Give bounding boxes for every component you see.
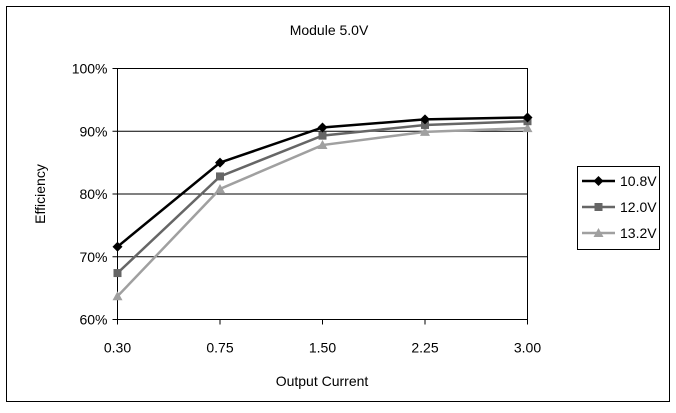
x-axis-ticks: 0.30 0.75 1.50 2.25 3.00 xyxy=(104,319,541,356)
data-point xyxy=(522,112,533,123)
y-tick-label: 100% xyxy=(72,61,108,77)
x-axis-label: Output Current xyxy=(276,373,369,389)
y-tick-label: 60% xyxy=(79,312,107,328)
legend-marker xyxy=(593,228,604,237)
legend-marker xyxy=(594,203,603,211)
chart-title: Module 5.0V xyxy=(290,22,369,38)
data-point xyxy=(215,183,225,193)
y-tick-label: 90% xyxy=(79,123,107,139)
legend-items: 10.8V 12.0V 13.2V xyxy=(582,173,657,241)
x-tick-label: 3.00 xyxy=(514,340,541,356)
data-point xyxy=(112,241,123,252)
legend-label: 13.2V xyxy=(620,225,657,241)
series-group xyxy=(112,112,533,301)
data-point xyxy=(421,120,429,129)
series-13.2V xyxy=(112,123,533,301)
data-point xyxy=(522,123,533,133)
y-tick-label: 70% xyxy=(79,249,107,265)
legend-entry: 12.0V xyxy=(582,199,657,215)
data-point xyxy=(318,131,327,140)
y-tick-label: 80% xyxy=(79,186,107,202)
data-point xyxy=(215,157,225,168)
legend-entry: 10.8V xyxy=(582,173,657,189)
legend-label: 12.0V xyxy=(620,199,657,215)
x-tick-label: 0.75 xyxy=(206,340,233,356)
data-point xyxy=(113,269,122,278)
x-tick-label: 1.50 xyxy=(309,340,336,356)
legend-marker xyxy=(593,176,604,186)
data-point xyxy=(216,172,224,181)
y-axis-label: Efficiency xyxy=(32,164,48,224)
legend-label: 10.8V xyxy=(620,173,657,189)
series-10.8V xyxy=(112,112,533,252)
data-point xyxy=(420,126,430,136)
y-axis-ticks: 60% 70% 80% 90% 100% xyxy=(72,61,118,328)
data-point xyxy=(317,140,328,150)
data-point xyxy=(317,122,328,133)
legend-entry: 13.2V xyxy=(582,225,657,241)
x-tick-label: 0.30 xyxy=(104,340,131,356)
data-point xyxy=(112,291,123,301)
x-tick-label: 2.25 xyxy=(411,340,438,356)
data-point xyxy=(420,114,430,125)
